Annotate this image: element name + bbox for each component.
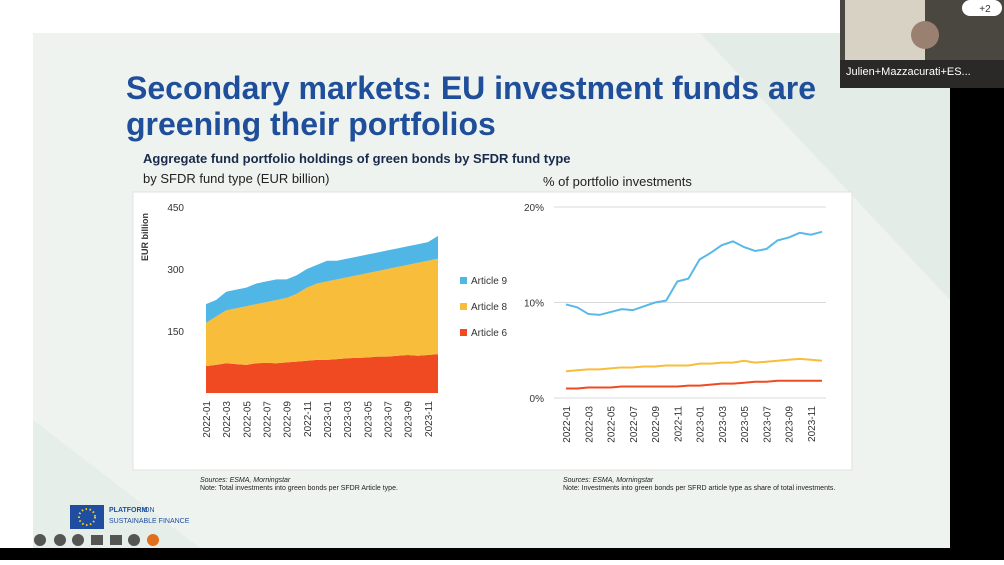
- x-tick-label: 2022-05: [607, 406, 618, 443]
- x-tick-label: 2023-07: [384, 401, 395, 438]
- tool-back[interactable]: [34, 534, 46, 546]
- note: Note: Investments into green bonds per S…: [563, 485, 836, 492]
- x-tick-label: 2022-09: [651, 406, 662, 443]
- chart-subtitle: by SFDR fund type (EUR billion): [143, 171, 329, 186]
- x-tick-label: 2022-07: [629, 406, 640, 443]
- tool-more[interactable]: [147, 534, 159, 546]
- x-tick-label: 2023-03: [718, 406, 729, 443]
- note: Note: Total investments into green bonds…: [200, 485, 398, 492]
- x-tick-label: 2023-05: [363, 401, 374, 438]
- x-tick-label: 2023-01: [696, 406, 707, 443]
- toolbar: [34, 534, 159, 546]
- x-tick-label: 2023-09: [404, 401, 415, 438]
- tool-zoom[interactable]: [72, 534, 84, 546]
- legend-label: Article 9: [471, 276, 508, 287]
- note-box: Note: Total investments into green bonds…: [200, 485, 398, 492]
- badge[interactable]: [962, 0, 1002, 16]
- slide-title: Secondary markets: EU investment funds a…: [126, 70, 817, 142]
- name-bar: [840, 60, 1004, 88]
- x-tick-label: 2022-03: [584, 406, 595, 443]
- legend-swatch: [460, 329, 467, 336]
- x-tick-label: 2022-11: [303, 401, 314, 437]
- eu-stars: [78, 508, 96, 526]
- badge-text: +2: [979, 4, 991, 15]
- chart-subtitle: % of portfolio investments: [543, 174, 692, 189]
- line: [565, 357, 823, 373]
- line: [565, 230, 823, 316]
- legend-label: Article 8: [471, 302, 508, 313]
- y-axis-label: EUR billion: [140, 213, 150, 261]
- y-tick-label: 300: [167, 265, 184, 276]
- y-tick-label: 150: [167, 327, 184, 338]
- logo-text: ON: [144, 507, 155, 514]
- legend-swatch: [460, 277, 467, 284]
- x-tick-label: 2022-01: [202, 401, 213, 438]
- y-tick-label: 10%: [524, 299, 544, 310]
- logo-text: PLATFORM: [109, 507, 148, 514]
- y-tick-label: 0%: [530, 394, 545, 405]
- x-tick-label: 2022-09: [283, 401, 294, 438]
- area-segment: [206, 258, 438, 367]
- slide-decor: [700, 33, 950, 300]
- side-strip: [950, 0, 1004, 560]
- x-tick-label: 2022-01: [562, 406, 573, 443]
- legend-swatch: [460, 303, 467, 310]
- x-tick-label: 2023-05: [740, 406, 751, 443]
- chart-title: Aggregate fund portfolio holdings of gre…: [143, 151, 571, 166]
- source: Sources: ESMA, Morningstar: [200, 477, 291, 484]
- x-tick-label: 2023-09: [785, 406, 796, 443]
- tool-chat[interactable]: [128, 534, 140, 546]
- tool-pen[interactable]: [54, 534, 66, 546]
- line: [566, 379, 822, 390]
- tool-cc[interactable]: [91, 535, 103, 545]
- legend-label: Article 6: [471, 328, 508, 339]
- x-tick-label: 2022-11: [673, 406, 684, 442]
- bottom-strip: [0, 548, 1004, 560]
- x-tick-label: 2023-11: [807, 406, 818, 442]
- y-tick-label: 450: [167, 203, 184, 214]
- x-tick-label: 2023-01: [323, 401, 334, 438]
- x-tick-label: 2023-11: [424, 401, 435, 437]
- x-tick-label: 2023-03: [343, 401, 354, 438]
- note-box: Note: Investments into green bonds per S…: [563, 485, 836, 492]
- participant-name: Julien+Mazzacurati+ES...: [846, 66, 971, 78]
- source: Sources: ESMA, Morningstar: [563, 477, 654, 484]
- x-tick-label: 2022-07: [263, 401, 274, 438]
- tool-video[interactable]: [110, 535, 122, 545]
- video-person: [911, 21, 939, 49]
- video-wall: [845, 0, 925, 60]
- x-tick-label: 2022-05: [242, 401, 253, 438]
- area-segment: [206, 354, 438, 393]
- y-tick-label: 20%: [524, 203, 544, 214]
- area-segment: [206, 235, 438, 323]
- logo-text: SUSTAINABLE FINANCE: [109, 518, 190, 525]
- x-tick-label: 2023-07: [762, 406, 773, 443]
- x-tick-label: 2022-03: [222, 401, 233, 438]
